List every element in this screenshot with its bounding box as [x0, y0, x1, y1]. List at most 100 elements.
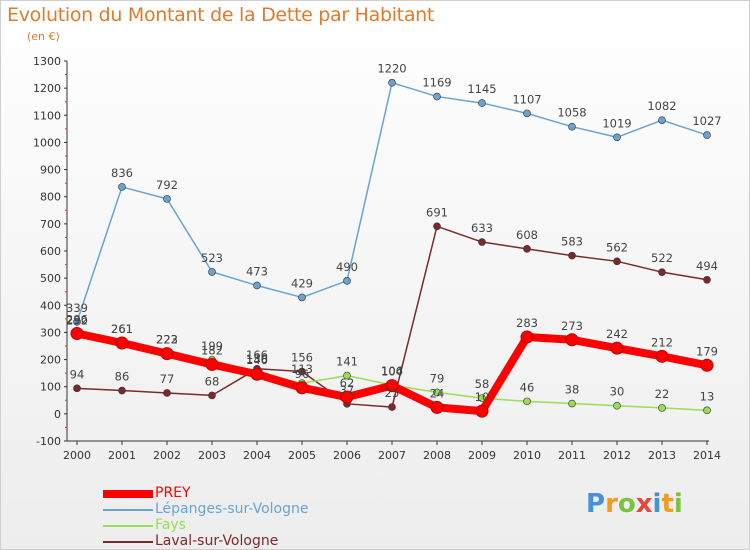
x-tick-label: 2005 — [288, 449, 316, 462]
legend-item-lepanges: Lépanges-sur-Vologne — [103, 501, 363, 518]
y-tick-label: 1100 — [33, 109, 61, 122]
data-point-fays — [703, 406, 711, 415]
data-label-lpangessurvologne: 1169 — [422, 76, 451, 90]
logo-letter: i — [652, 489, 662, 519]
y-tick-label: 1000 — [33, 136, 61, 149]
data-point-prey — [385, 379, 399, 393]
data-label-fays: 38 — [565, 383, 580, 397]
y-tick-label: 200 — [40, 354, 61, 367]
chart-subtitle: (en €) — [27, 30, 60, 43]
data-point-lavalsurvologne — [298, 367, 306, 376]
x-tick-label: 2002 — [153, 449, 181, 462]
x-tick-label: 2003 — [198, 449, 226, 462]
data-point-lavalsurvologne — [523, 245, 531, 253]
data-label-prey: 283 — [516, 316, 538, 330]
data-point-lpangessurvologne — [163, 195, 171, 203]
data-point-fays — [568, 399, 576, 408]
data-point-lavalsurvologne — [73, 384, 81, 393]
data-point-lavalsurvologne — [433, 222, 441, 231]
data-point-lpangessurvologne — [478, 99, 486, 107]
data-label-prey: 212 — [651, 335, 673, 349]
data-label-lpangessurvologne: 1145 — [467, 82, 496, 96]
y-tick-label: 100 — [40, 381, 61, 394]
data-label-lpangessurvologne: 490 — [336, 260, 358, 274]
legend-item-laval: Laval-sur-Vologne — [103, 533, 363, 550]
data-point-fays — [613, 401, 621, 410]
data-label-prey: 62 — [340, 376, 355, 390]
logo-letter: x — [635, 489, 653, 519]
data-label-fays: 46 — [520, 380, 535, 394]
logo-letter: t — [661, 489, 674, 519]
data-label-lpangessurvologne: 1027 — [692, 114, 721, 128]
data-label-lpangessurvologne: 1019 — [602, 116, 631, 130]
data-label-lpangessurvologne: 1220 — [377, 62, 406, 76]
data-label-prey: 24 — [430, 386, 445, 400]
data-point-prey — [295, 381, 309, 395]
x-tick-label: 2001 — [108, 449, 136, 462]
data-point-fays — [523, 397, 531, 406]
data-label-prey: 261 — [111, 322, 133, 336]
legend-swatch-prey — [103, 490, 153, 498]
y-tick-label: 0 — [54, 408, 61, 421]
data-point-prey — [340, 390, 354, 404]
data-point-lpangessurvologne — [433, 92, 441, 101]
data-point-lavalsurvologne — [388, 403, 396, 411]
data-point-prey — [610, 341, 624, 355]
data-label-fays: 79 — [430, 371, 445, 385]
data-point-fays — [433, 388, 441, 397]
x-tick-label: 2013 — [648, 449, 676, 462]
data-point-prey — [70, 327, 84, 341]
data-point-lpangessurvologne — [523, 109, 531, 118]
data-point-fays — [343, 371, 351, 380]
x-tick-label: 2008 — [423, 449, 451, 462]
logo-letter: P — [586, 489, 606, 519]
data-label-prey: 273 — [561, 319, 583, 333]
data-label-lavalsurvologne: 166 — [246, 348, 268, 362]
y-tick-label: 800 — [40, 191, 61, 204]
data-label-prey: 146 — [246, 353, 268, 367]
data-label-fays: 292 — [66, 314, 88, 328]
data-label-lpangessurvologne: 1058 — [557, 106, 586, 120]
data-point-prey — [430, 400, 444, 414]
y-tick-label: 500 — [40, 272, 61, 285]
data-label-lpangessurvologne: 429 — [291, 276, 313, 290]
data-label-prey: 242 — [606, 327, 628, 341]
legend: PREY Lépanges-sur-Vologne Fays Laval-sur… — [103, 485, 363, 550]
x-tick-label: 2014 — [693, 449, 721, 462]
data-point-prey — [475, 404, 489, 418]
data-point-prey — [160, 347, 174, 361]
logo-letter: i — [673, 489, 683, 519]
chart-title: Evolution du Montant de la Dette par Hab… — [7, 4, 435, 26]
data-label-lpangessurvologne: 836 — [111, 166, 133, 180]
data-label-fays: 113 — [291, 362, 313, 376]
data-point-lpangessurvologne — [613, 133, 621, 142]
data-point-lavalsurvologne — [163, 389, 171, 397]
data-label-lavalsurvologne: 86 — [115, 370, 130, 384]
data-label-prey: 222 — [156, 333, 178, 347]
data-label-lavalsurvologne: 94 — [70, 367, 85, 381]
data-point-prey — [115, 336, 129, 350]
data-point-lpangessurvologne — [253, 281, 261, 290]
data-label-fays: 141 — [336, 355, 358, 369]
data-label-lpangessurvologne: 1107 — [512, 92, 541, 106]
data-point-lavalsurvologne — [658, 268, 666, 276]
logo-letter: r — [605, 489, 618, 519]
data-label-prey: 296 — [66, 313, 88, 327]
data-label-fays: 150 — [246, 352, 268, 366]
y-tick-label: 900 — [40, 164, 61, 177]
data-point-lpangessurvologne — [658, 116, 666, 124]
data-point-lavalsurvologne — [568, 251, 576, 260]
data-label-lavalsurvologne: 522 — [651, 251, 673, 265]
data-label-lavalsurvologne: 583 — [561, 235, 583, 249]
data-label-lavalsurvologne: 68 — [205, 374, 220, 388]
data-label-fays: 106 — [381, 364, 403, 378]
y-tick-label: -100 — [36, 435, 61, 448]
data-point-prey — [655, 349, 669, 363]
data-point-prey — [520, 330, 534, 344]
data-point-lpangessurvologne — [73, 318, 81, 326]
data-label-fays: 261 — [111, 322, 133, 336]
legend-swatch-lepanges — [103, 509, 153, 511]
logo-letter: o — [617, 489, 636, 519]
